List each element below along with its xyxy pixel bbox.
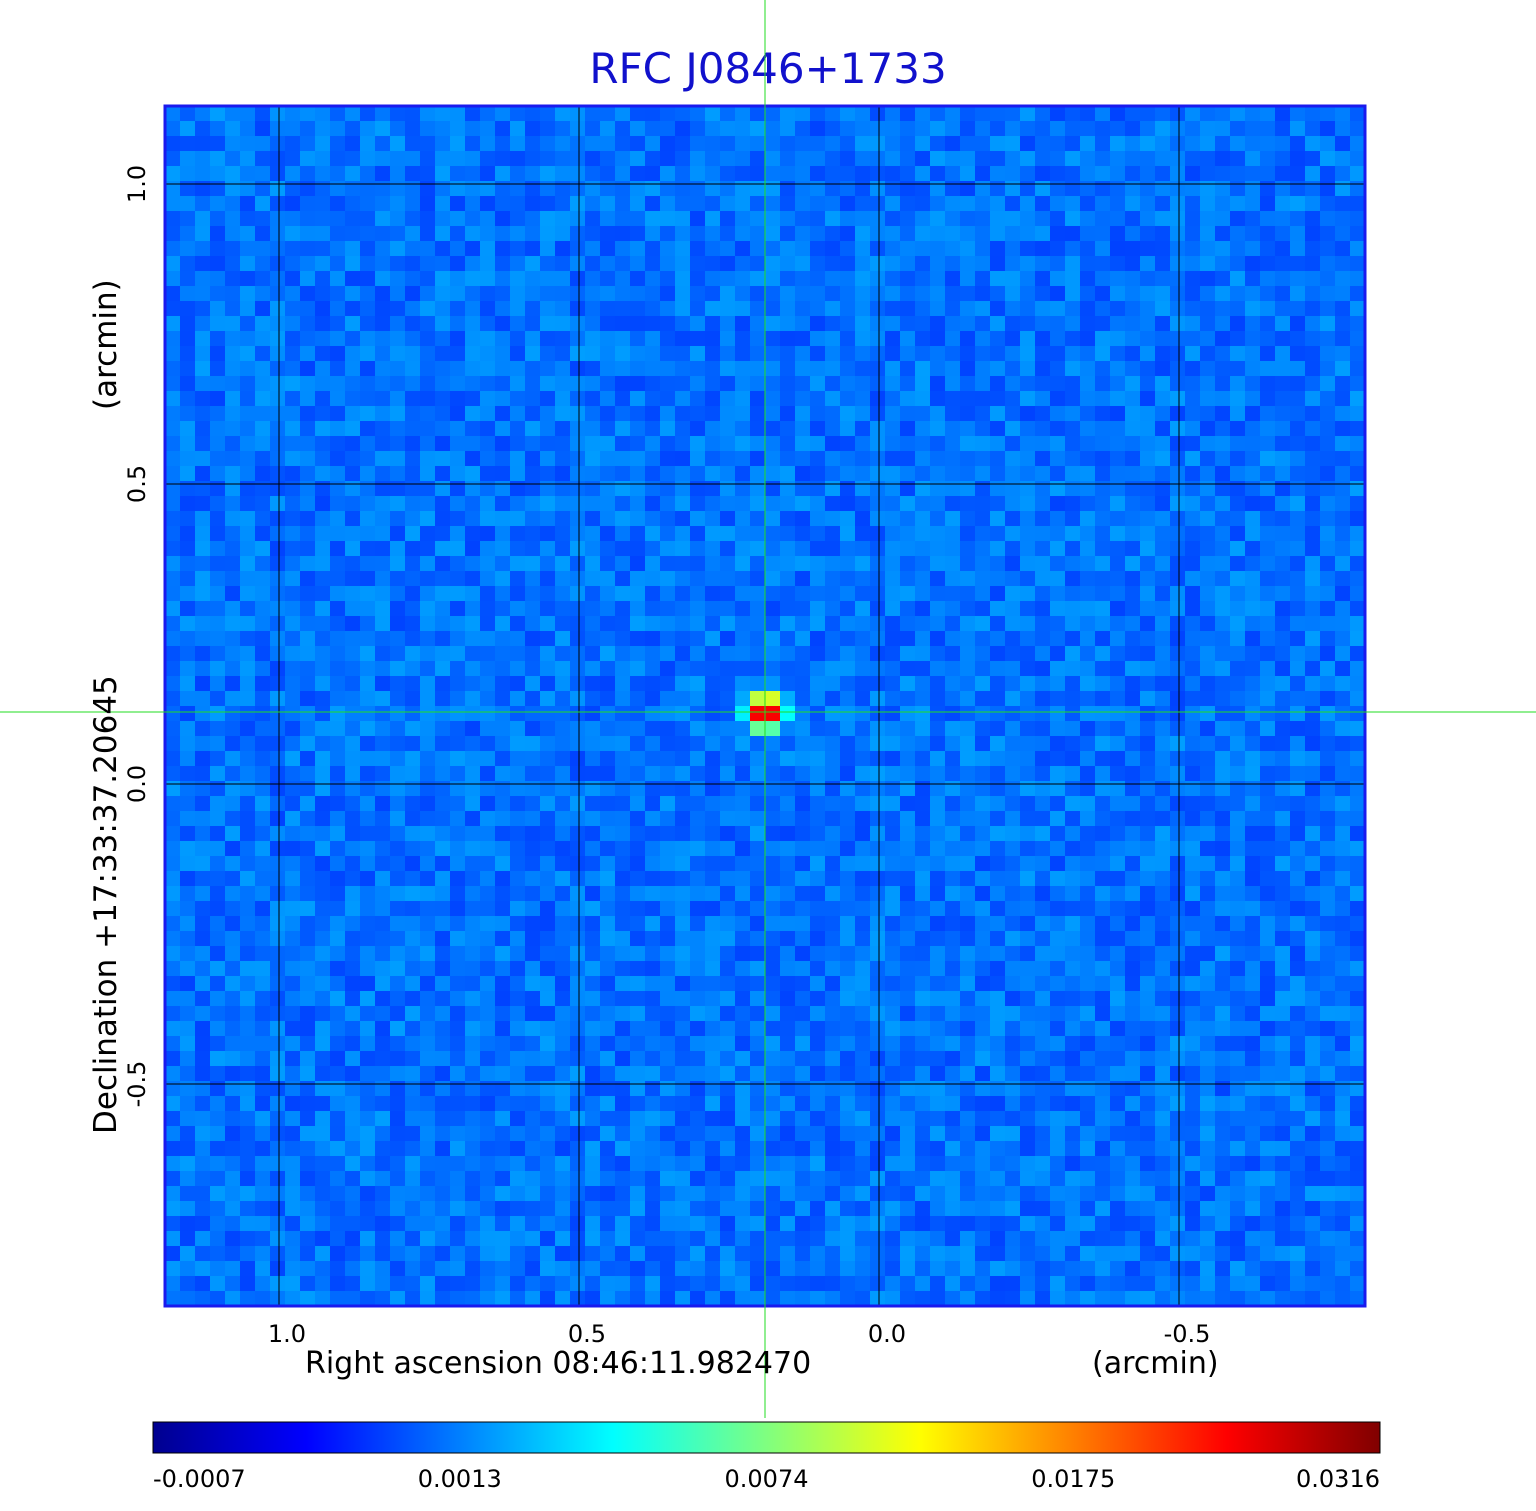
- colorbar-label: 0.0074: [725, 1465, 809, 1493]
- y-tick-label: -0.5: [123, 1061, 151, 1108]
- y-tick-label: 0.5: [123, 465, 151, 503]
- y-tick-label: 1.0: [123, 165, 151, 203]
- colorbar-label: 0.0013: [418, 1465, 502, 1493]
- y-axis-label: Declination +17:33:37.20645: [88, 675, 124, 1134]
- y-axis-unit: (arcmin): [88, 279, 124, 410]
- x-tick-label: 1.0: [268, 1320, 306, 1348]
- colorbar-label: 0.0316: [1296, 1465, 1380, 1493]
- x-tick-label: -0.5: [1164, 1320, 1211, 1348]
- y-tick-labels: 1.0 0.5 0.0 -0.5: [123, 165, 151, 1108]
- colorbar: [152, 1421, 1381, 1454]
- colorbar-label: 0.0175: [1031, 1465, 1115, 1493]
- x-tick-label: 0.0: [868, 1320, 906, 1348]
- y-tick-label: 0.0: [123, 765, 151, 803]
- crosshair: [0, 0, 1536, 1418]
- x-axis-unit: (arcmin): [1092, 1346, 1219, 1381]
- chart-title: RFC J0846+1733: [589, 44, 947, 93]
- colorbar-label: -0.0007: [153, 1465, 246, 1493]
- x-axis-label: Right ascension 08:46:11.982470: [305, 1346, 812, 1381]
- x-tick-label: 0.5: [568, 1320, 606, 1348]
- x-tick-labels: 1.0 0.5 0.0 -0.5: [268, 1320, 1211, 1348]
- colorbar-labels: -0.0007 0.0013 0.0074 0.0175 0.0316: [153, 1465, 1380, 1493]
- heatmap-pixels: [165, 106, 1366, 1307]
